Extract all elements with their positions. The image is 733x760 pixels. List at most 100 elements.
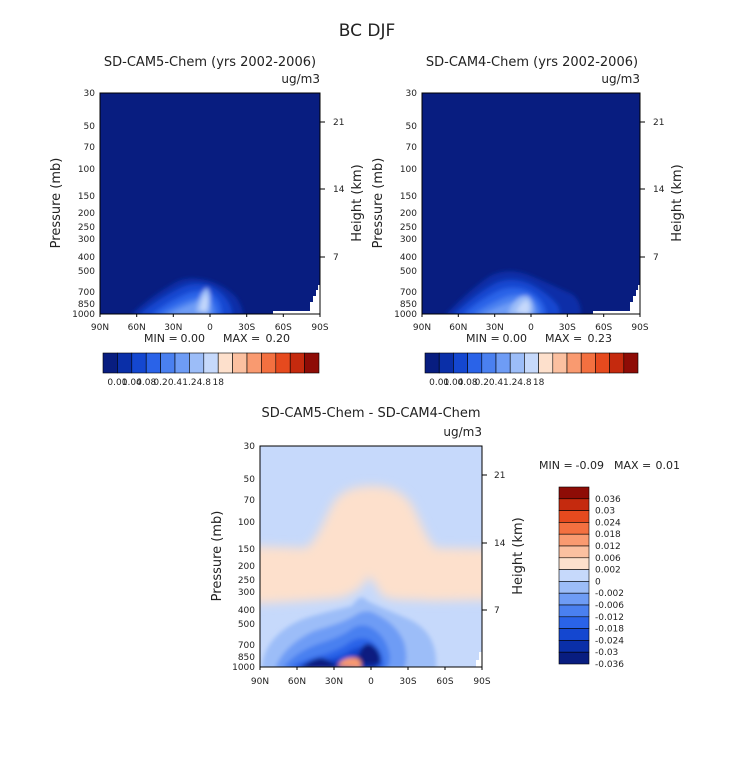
min-label: MIN =	[539, 459, 573, 472]
colorbar-label: 0.08	[458, 378, 478, 388]
x-axis-cam4: 90N 60N 30N 0 30S 60S 90S	[413, 314, 649, 333]
p-tick-label: 300	[78, 235, 95, 245]
y-axis-label-cam4: Pressure (mb)	[371, 158, 386, 249]
contour-field-cam5	[100, 93, 320, 314]
pressure-axis-cam4: 30 50 70 100 150 200 250 300 400 500 700…	[394, 89, 417, 320]
colorbar-swatch	[558, 557, 590, 570]
pressure-axis-diff: 30 50 70 100 150 200 250 300 400 500 700…	[232, 442, 255, 673]
min-value: -0.09	[576, 459, 604, 472]
p-tick-label: 70	[244, 496, 256, 506]
colorbar-label: 0.4	[489, 378, 504, 388]
x-tick-label: 60N	[449, 323, 467, 333]
y2-axis-label-cam4: Height (km)	[670, 164, 685, 241]
panel-cam4: SD-CAM4-Chem (yrs 2002-2006) ug/m3	[371, 55, 685, 388]
p-tick-label: 1000	[232, 663, 255, 673]
h-tick-label: 7	[653, 253, 659, 263]
colorbar-label: -0.036	[595, 660, 624, 670]
p-tick-label: 70	[406, 143, 418, 153]
contour-field-cam4	[422, 93, 640, 314]
colorbar-swatch	[558, 486, 590, 500]
p-tick-label: 850	[400, 300, 417, 310]
x-axis-cam5: 90N 60N 30N 0 30S 60S 90S	[91, 314, 329, 333]
colorbar-label: 0	[595, 577, 601, 587]
p-tick-label: 700	[400, 288, 417, 298]
x-axis-diff: 90N 60N 30N 0 30S 60S 90S	[251, 667, 491, 687]
colorbar-swatch	[117, 352, 133, 374]
colorbar-swatch	[558, 616, 590, 629]
p-tick-label: 200	[400, 209, 417, 219]
colorbar-label: 0.2	[153, 378, 167, 388]
colorbar-swatch	[160, 352, 176, 374]
x-tick-label: 90S	[631, 323, 648, 333]
p-tick-label: 1000	[394, 310, 417, 320]
p-tick-label: 30	[84, 89, 96, 99]
max-label: MAX =	[614, 459, 651, 472]
x-tick-label: 90N	[91, 323, 109, 333]
p-tick-label: 850	[238, 653, 255, 663]
h-tick-label: 14	[333, 185, 345, 195]
colorbar-label: -0.002	[595, 589, 624, 599]
x-tick-label: 30N	[486, 323, 504, 333]
contour-positive-lower-diff	[338, 657, 362, 667]
min-max-diff: MIN = -0.09 MAX = 0.01	[539, 459, 680, 472]
contour-level-7-cam5	[200, 294, 208, 311]
p-tick-label: 200	[238, 562, 255, 572]
panel-title-cam4: SD-CAM4-Chem (yrs 2002-2006)	[426, 55, 638, 70]
max-value: 0.23	[588, 332, 613, 345]
colorbar-label: 0.006	[595, 554, 621, 564]
colorbar-label: 4.8	[197, 378, 212, 388]
topography-mask-cam4	[593, 285, 640, 314]
colorbar-swatch	[481, 352, 497, 374]
x-tick-label: 90N	[413, 323, 431, 333]
x-tick-label: 90N	[251, 677, 269, 687]
p-tick-label: 300	[238, 588, 255, 598]
topography-mask-diff	[476, 652, 482, 667]
p-tick-label: 150	[238, 545, 255, 555]
units-label-diff: ug/m3	[443, 425, 482, 439]
colorbar-label: 0.2	[475, 378, 489, 388]
colorbar-label: 0.04	[443, 378, 463, 388]
colorbar-label: -0.012	[595, 613, 624, 623]
colorbar-swatch	[467, 352, 483, 374]
max-label: MAX =	[545, 332, 582, 345]
colorbar-swatch	[453, 352, 468, 374]
colorbar-swatch	[189, 352, 205, 374]
colorbar-swatch	[246, 352, 262, 374]
figure-title: BC DJF	[339, 21, 396, 41]
colorbar-label: 0.4	[168, 378, 183, 388]
h-tick-label: 21	[333, 118, 344, 128]
h-tick-label: 14	[653, 185, 665, 195]
colorbar-swatch	[558, 510, 590, 523]
colorbar-label: 0.036	[595, 495, 621, 505]
colorbar-swatch	[304, 352, 320, 374]
colorbar-swatch	[566, 352, 582, 374]
colorbar-label: 0.024	[595, 518, 621, 528]
colorbar-swatch	[145, 352, 161, 374]
colorbar-swatch	[289, 352, 305, 374]
colorbar-label: 0.018	[595, 530, 621, 540]
colorbar-label: -0.018	[595, 625, 624, 635]
colorbar-swatch	[558, 592, 590, 606]
p-tick-label: 50	[84, 122, 96, 132]
units-label-cam4: ug/m3	[601, 72, 640, 86]
x-tick-label: 90S	[473, 677, 490, 687]
colorbar-swatch	[174, 352, 190, 374]
max-value: 0.01	[656, 459, 681, 472]
colorbar-swatch	[424, 352, 440, 374]
colorbar-label: 1.2	[182, 378, 196, 388]
colorbar-label: 1.2	[503, 378, 517, 388]
colorbar-label: 0.012	[595, 542, 621, 552]
p-tick-label: 300	[400, 235, 417, 245]
colorbar-swatch	[232, 352, 248, 374]
colorbar-swatch	[558, 533, 590, 547]
colorbar-label: 18	[212, 378, 224, 388]
p-tick-label: 30	[406, 89, 418, 99]
p-tick-label: 30	[244, 442, 256, 452]
p-tick-label: 700	[238, 641, 255, 651]
y2-axis-label-cam5: Height (km)	[350, 164, 365, 241]
field-background-cam5	[100, 93, 320, 314]
p-tick-label: 100	[238, 518, 255, 528]
p-tick-label: 50	[406, 122, 418, 132]
h-tick-label: 7	[333, 253, 339, 263]
